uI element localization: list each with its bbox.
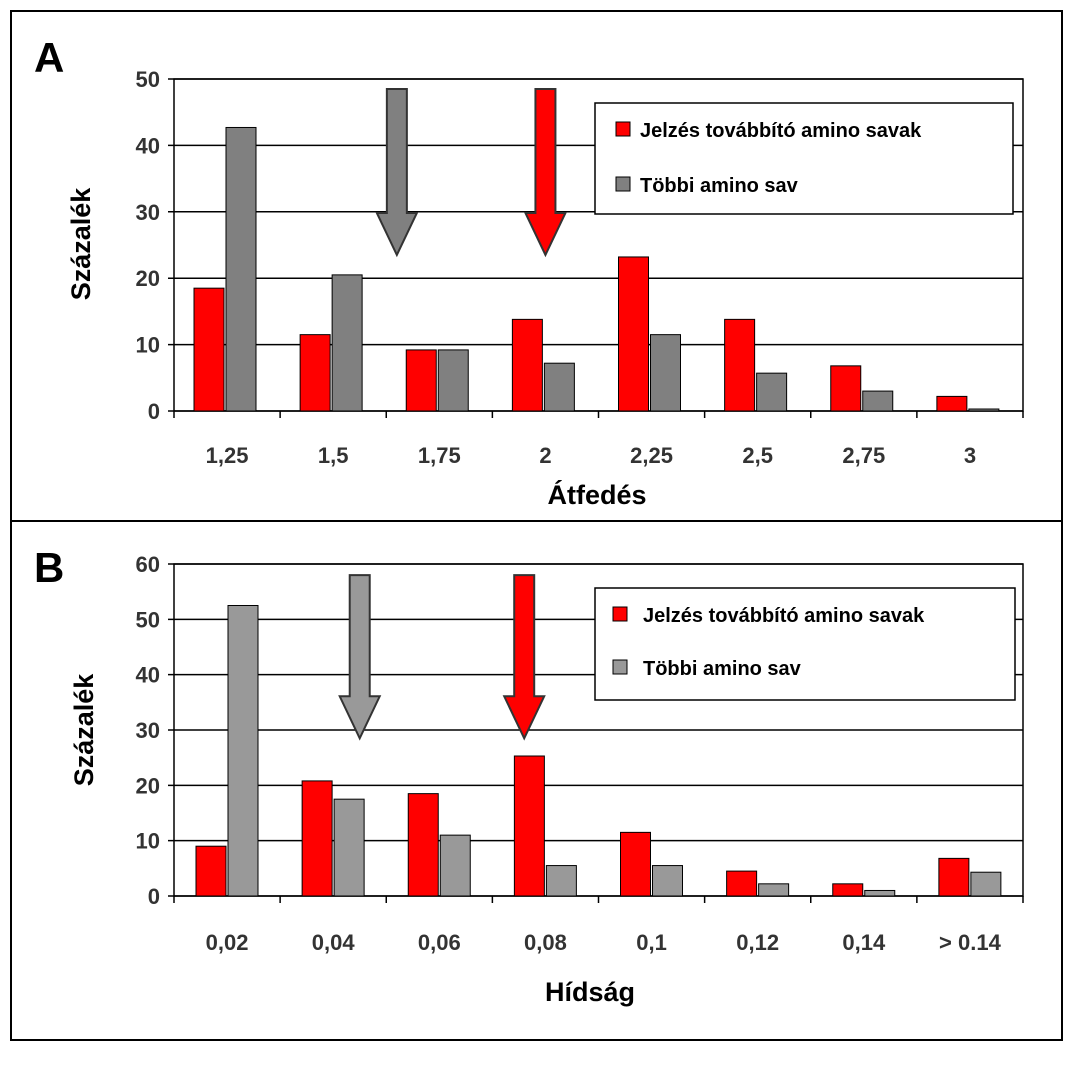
panel-b-bar-other	[652, 865, 683, 897]
panel-b-bar-signal	[620, 831, 651, 897]
panel-b-arrow-red	[502, 574, 546, 741]
panel-a-bar-other	[225, 126, 257, 412]
panel-b-bar-signal	[513, 755, 545, 897]
panel-a-bar-signal	[405, 349, 437, 412]
panel-a-y-axis-label: Százalék	[66, 187, 96, 301]
panel-b-bar-other	[333, 798, 365, 897]
panel-b-x-tick-label: 0,04	[312, 930, 356, 955]
panel-b-arrow-gray	[338, 574, 382, 741]
panel-a-x-tick-label: 2	[539, 443, 551, 468]
panel-a-legend: Jelzés továbbító amino savak Többi amino…	[594, 102, 1014, 215]
panel-b-bar-signal	[195, 845, 227, 897]
panel-a-x-axis-label: Átfedés	[547, 479, 646, 510]
panel-a-y-tick-label: 40	[136, 133, 160, 158]
panel-b-x-tick-label: 0,06	[418, 930, 461, 955]
panel-b-bar-signal	[301, 780, 333, 897]
panel-b-x-tick-label: 0,02	[206, 930, 249, 955]
panel-a-legend-swatch-signal	[615, 121, 631, 137]
panel-b-x-tick-label: 0,12	[736, 930, 779, 955]
panel-a-bar-other	[756, 372, 788, 412]
panel-b-bar-other	[970, 871, 1002, 897]
panel-b-bar-signal	[938, 857, 970, 897]
panel-b-y-tick-label: 50	[136, 607, 160, 632]
panel-a-bar-signal	[724, 318, 756, 412]
panel-a-bar-signal	[193, 287, 225, 412]
panel-a-arrow-red	[523, 87, 568, 258]
panel-a-x-tick-label: 2,25	[630, 443, 673, 468]
panel-b-y-tick-labels: 0 10 20 30 40 50 60	[136, 552, 160, 909]
panel-b-label: B	[34, 544, 64, 591]
panel-b-y-axis-label: Százalék	[69, 673, 99, 787]
panel-b-legend-swatch-signal	[612, 606, 628, 622]
panel-a-bar-other	[862, 390, 894, 412]
panel-a-bar-signal	[618, 256, 649, 412]
panel-a-bar-signal	[830, 365, 862, 412]
panel-a-bars	[193, 126, 1000, 412]
panel-b-y-tick-label: 20	[136, 773, 160, 798]
panel-a-bar-signal	[299, 334, 331, 412]
panel-a-y-tick-label: 0	[148, 399, 160, 424]
panel-a-x-tick-label: 1,75	[418, 443, 461, 468]
panel-a-x-tick-labels: 1,25 1,5 1,75 2 2,25 2,5 2,75 3	[206, 443, 976, 468]
panel-b-x-tick-label: 0,1	[636, 930, 667, 955]
panel-a-bar-signal	[936, 395, 968, 412]
panel-b-arrows	[338, 574, 546, 741]
panel-a-bar-other	[543, 362, 575, 412]
panel-a-arrow-gray	[375, 87, 419, 258]
panel-b-y-tick-label: 10	[136, 829, 160, 854]
panel-b-bar-signal	[726, 870, 758, 897]
panel-b-legend: Jelzés továbbító amino savak Többi amino…	[594, 587, 1016, 701]
panel-b-legend-box	[594, 587, 1016, 701]
panel-a-bar-signal	[511, 318, 543, 412]
panel-a-x-tick-label: 1,25	[206, 443, 249, 468]
panel-a: A 0 10 20 30 40 50 1,25 1,5 1,75 2 2,25 2,5 2,75 3 Á…	[34, 34, 1024, 510]
panel-a-legend-label-signal: Jelzés továbbító amino savak	[640, 120, 922, 142]
panel-b-bar-signal	[407, 793, 439, 897]
panel-a-arrows	[375, 87, 568, 258]
panel-b-y-tick-label: 30	[136, 718, 160, 743]
panel-a-x-tick-label: 2,5	[742, 443, 773, 468]
panel-b-bar-other	[439, 834, 471, 897]
panel-b-bar-other	[864, 889, 896, 897]
panel-a-legend-box	[594, 102, 1014, 215]
panel-a-bar-other	[650, 334, 681, 412]
panel-a-legend-label-other: Többi amino sav	[640, 175, 799, 197]
panel-b-x-tick-label: 0,08	[524, 930, 567, 955]
panel-b-x-tick-labels: 0,02 0,04 0,06 0,08 0,1 0,12 0,14 > 0.14	[206, 930, 1002, 955]
panel-a-y-tick-label: 30	[136, 200, 160, 225]
panel-b-x-tick-label: > 0.14	[939, 930, 1002, 955]
panel-b-bar-signal	[832, 883, 864, 897]
panel-b-bar-other	[758, 883, 790, 897]
panel-a-bar-other	[968, 408, 1000, 412]
panel-a-x-tick-label: 3	[964, 443, 976, 468]
panel-a-y-tick-label: 50	[136, 67, 160, 92]
panel-b-bar-other	[227, 605, 259, 897]
panel-b-x-tick-label: 0,14	[842, 930, 886, 955]
panel-a-y-tick-labels: 0 10 20 30 40 50	[136, 67, 160, 424]
panel-a-x-tick-label: 2,75	[842, 443, 885, 468]
panel-a-x-tick-label: 1,5	[318, 443, 349, 468]
panel-b-legend-swatch-other	[612, 659, 628, 675]
panel-b-legend-label-other: Többi amino sav	[643, 658, 802, 680]
panel-a-bar-other	[437, 349, 469, 412]
panel-b-y-tick-label: 60	[136, 552, 160, 577]
panel-a-bar-other	[331, 274, 363, 412]
panel-a-legend-swatch-other	[615, 176, 631, 192]
panel-b-legend-label-signal: Jelzés továbbító amino savak	[643, 605, 925, 627]
panel-a-label: A	[34, 34, 64, 81]
panel-b-bar-other	[545, 865, 577, 897]
panel-b-x-axis-label: Hídság	[545, 977, 635, 1007]
panel-a-y-tick-label: 20	[136, 266, 160, 291]
panel-b-bars	[195, 605, 1002, 897]
panel-b-y-tick-label: 40	[136, 663, 160, 688]
panel-a-y-tick-label: 10	[136, 333, 160, 358]
panel-b-y-tick-label: 0	[148, 884, 160, 909]
